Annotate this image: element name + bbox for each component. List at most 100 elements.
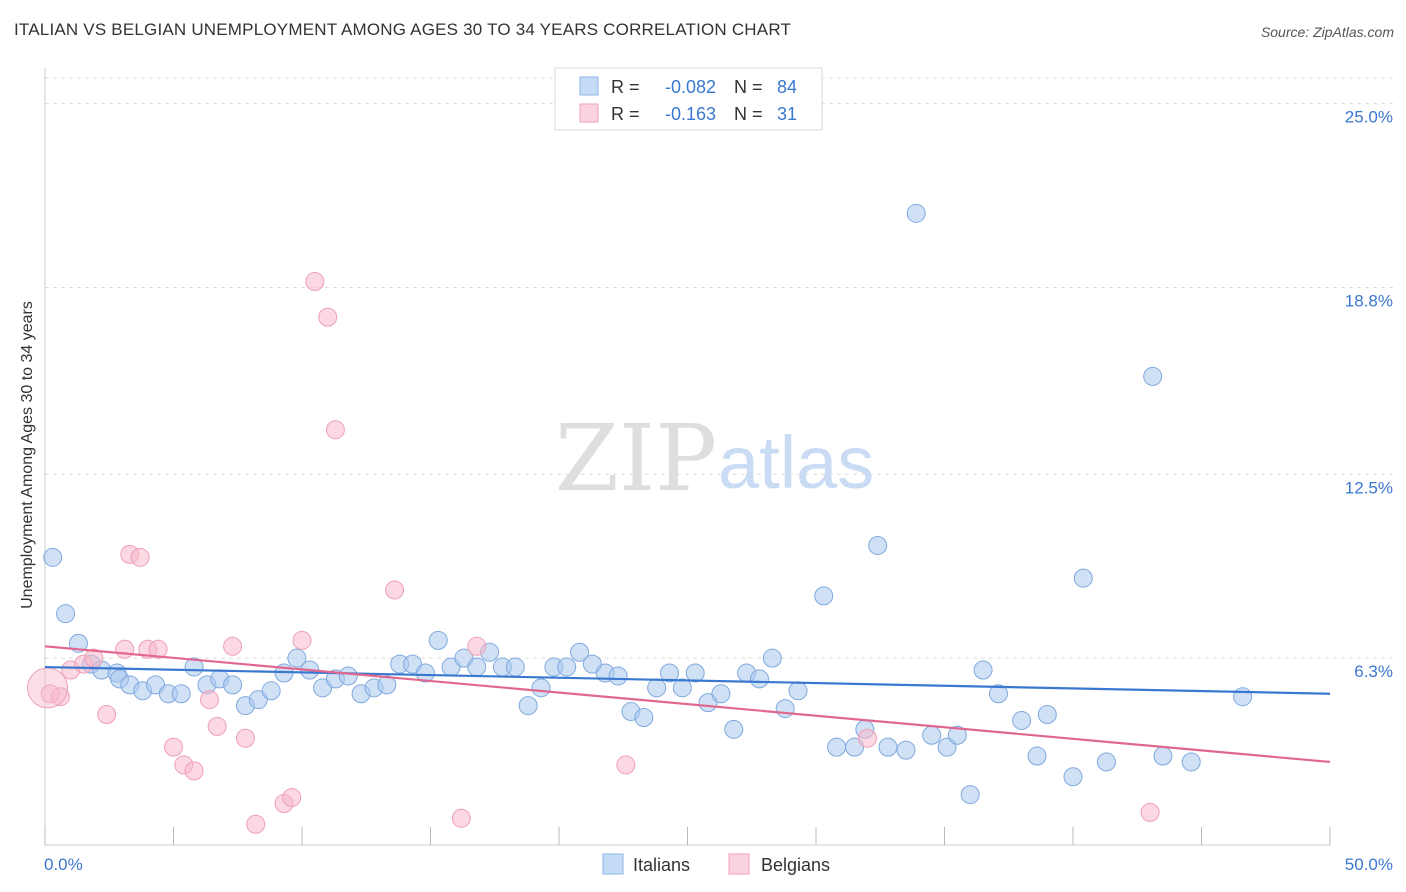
italians-point xyxy=(1096,752,1116,772)
legend-swatch-belgians xyxy=(728,853,750,875)
italians-point xyxy=(338,666,358,686)
italians-point xyxy=(1012,710,1032,730)
italians-point xyxy=(672,678,692,698)
y-axis-tick-labels: 6.3% 12.5% 18.8% 25.0% xyxy=(1345,108,1393,682)
italians-point xyxy=(634,707,654,727)
legend-label-italians: Italians xyxy=(633,855,690,875)
belgians-point xyxy=(246,814,266,834)
y-tick-label: 25.0% xyxy=(1345,108,1393,127)
belgians-point xyxy=(148,639,168,659)
stats-n-value-italians: 84 xyxy=(777,77,797,97)
belgians-point xyxy=(199,690,219,710)
belgians-point xyxy=(305,272,325,292)
stats-r-label-belgians: R = xyxy=(611,104,640,124)
stats-r-label-italians: R = xyxy=(611,77,640,97)
belgians-point xyxy=(207,716,227,736)
italians-point xyxy=(557,657,577,677)
italians-point xyxy=(660,663,680,683)
italians-point xyxy=(467,657,487,677)
italians-point xyxy=(724,719,744,739)
stats-swatch-belgians xyxy=(579,103,599,123)
watermark-zip: ZIP xyxy=(555,405,717,512)
italians-point xyxy=(947,725,967,745)
italians-point xyxy=(531,678,551,698)
stats-n-label-belgians: N = xyxy=(734,104,763,124)
belgians-point xyxy=(385,580,405,600)
italians-point xyxy=(973,660,993,680)
italians-point xyxy=(287,648,307,668)
watermark: ZIP atlas xyxy=(555,405,874,512)
belgians-point xyxy=(50,687,70,707)
italians-point xyxy=(1153,746,1173,766)
belgians-point xyxy=(616,755,636,775)
belgians-point xyxy=(130,547,150,567)
italians-point xyxy=(518,696,538,716)
belgians-point xyxy=(857,728,877,748)
italians-point xyxy=(415,663,435,683)
series-italians-points xyxy=(43,203,1253,805)
x-axis-tick-labels: 0.0% 50.0% xyxy=(44,855,1393,874)
italians-point xyxy=(428,630,448,650)
italians-trend-line xyxy=(44,665,1331,695)
belgians-point-large xyxy=(27,667,69,709)
italians-point xyxy=(171,684,191,704)
y-tick-label: 12.5% xyxy=(1345,478,1393,497)
gridlines xyxy=(45,77,1393,659)
italians-point xyxy=(775,699,795,719)
belgians-point xyxy=(282,788,302,808)
belgians-point xyxy=(97,705,117,725)
italians-point xyxy=(1037,705,1057,725)
stats-n-value-belgians: 31 xyxy=(777,104,797,124)
stats-legend-box xyxy=(554,67,823,131)
italians-point xyxy=(647,678,667,698)
italians-point xyxy=(814,586,834,606)
belgians-point xyxy=(223,636,243,656)
belgians-point xyxy=(318,307,338,327)
italians-point xyxy=(988,684,1008,704)
stats-n-label-italians: N = xyxy=(734,77,763,97)
chart-title: ITALIAN VS BELGIAN UNEMPLOYMENT AMONG AG… xyxy=(14,20,792,39)
watermark-atlas: atlas xyxy=(718,421,874,504)
italians-point xyxy=(827,737,847,757)
belgians-point xyxy=(451,808,471,828)
chart-source: Source: ZipAtlas.com xyxy=(1260,24,1394,40)
stats-r-value-belgians: -0.163 xyxy=(665,104,716,124)
italians-point xyxy=(1063,767,1083,787)
italians-point xyxy=(608,666,628,686)
italians-point xyxy=(762,648,782,668)
stats-r-value-italians: -0.082 xyxy=(665,77,716,97)
stats-swatch-italians xyxy=(579,76,599,96)
belgians-point xyxy=(292,630,312,650)
series-belgians-points xyxy=(27,272,1160,834)
italians-point xyxy=(922,725,942,745)
belgians-point xyxy=(325,420,345,440)
x-axis-ticks xyxy=(44,827,1331,845)
italians-point xyxy=(960,785,980,805)
italians-point xyxy=(711,684,731,704)
italians-point xyxy=(788,681,808,701)
x-tick-label-max: 50.0% xyxy=(1345,855,1393,874)
legend-label-belgians: Belgians xyxy=(761,855,830,875)
italians-point xyxy=(377,675,397,695)
italians-point xyxy=(43,547,63,567)
belgians-point xyxy=(184,761,204,781)
italians-point xyxy=(685,663,705,683)
italians-point xyxy=(1181,752,1201,772)
italians-point xyxy=(1073,568,1093,588)
italians-point xyxy=(868,535,888,555)
italians-point xyxy=(749,669,769,689)
italians-point xyxy=(223,675,243,695)
italians-point xyxy=(1233,687,1253,707)
italians-point xyxy=(906,203,926,223)
italians-point xyxy=(56,604,76,624)
belgians-point xyxy=(164,737,183,757)
italians-point xyxy=(896,740,916,760)
italians-point xyxy=(261,681,281,701)
trend-lines xyxy=(44,645,1331,764)
italians-point xyxy=(184,657,204,677)
legend-swatch-italians xyxy=(602,853,624,875)
belgians-point xyxy=(467,636,487,656)
y-tick-label: 18.8% xyxy=(1345,291,1393,310)
italians-point xyxy=(570,642,590,662)
